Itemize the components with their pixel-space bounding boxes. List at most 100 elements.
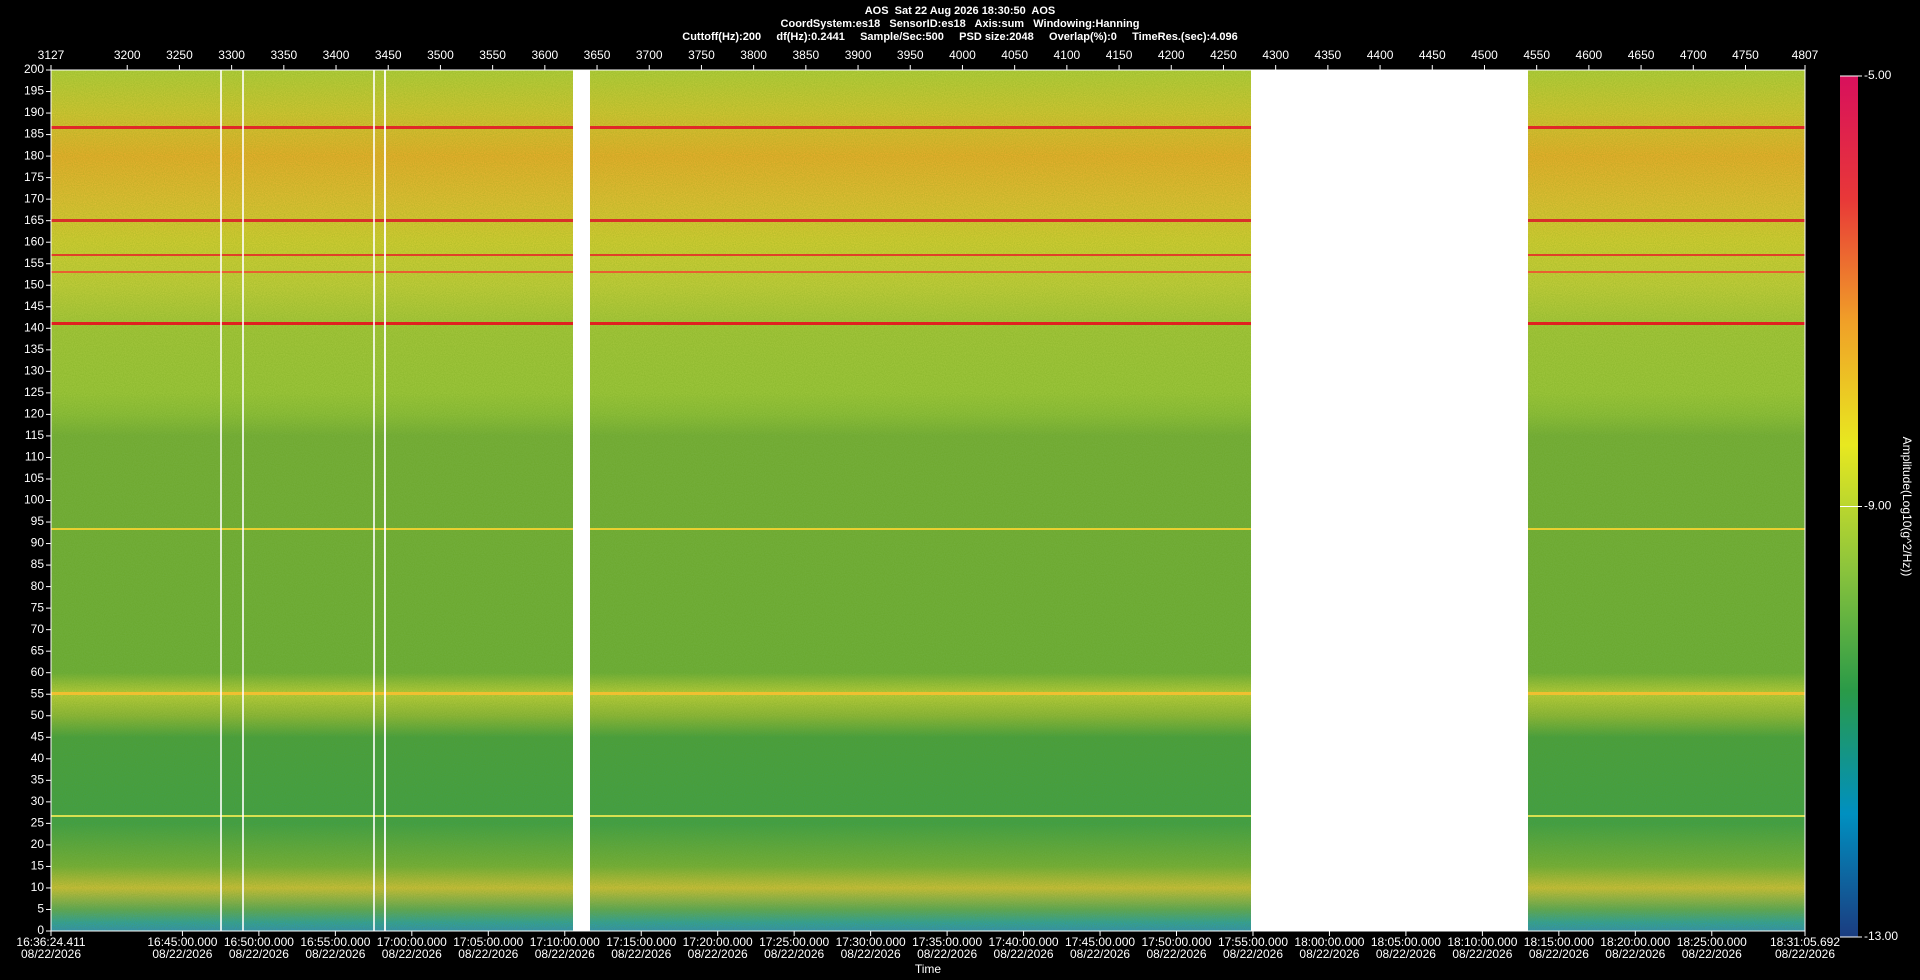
time-tick-label: 16:45:00.000 (147, 935, 217, 949)
y-tick-label: 25 (31, 816, 45, 830)
x-tick-label: 3200 (114, 48, 141, 62)
y-tick-label: 70 (31, 622, 45, 636)
time-tick-label: 17:35:00.000 (912, 935, 982, 949)
time-tick-date: 08/22/2026 (1070, 947, 1130, 961)
time-tick-label: 17:00:00.000 (377, 935, 447, 949)
y-tick-label: 150 (24, 277, 44, 291)
time-tick-date: 08/22/2026 (1452, 947, 1512, 961)
time-tick-label: 17:20:00.000 (683, 935, 753, 949)
x-tick-label: 4200 (1158, 48, 1185, 62)
colorbar-tick-label: -9.00 (1864, 499, 1892, 513)
x-tick-label: 4700 (1680, 48, 1707, 62)
x-tick-label: 4000 (949, 48, 976, 62)
x-tick-label: 3450 (375, 48, 402, 62)
time-tick-label: 18:00:00.000 (1294, 935, 1364, 949)
y-tick-label: 185 (24, 127, 44, 141)
time-tick-label: 18:05:00.000 (1371, 935, 1441, 949)
y-tick-label: 195 (24, 84, 44, 98)
time-tick-date: 08/22/2026 (1775, 947, 1835, 961)
y-tick-label: 75 (31, 600, 45, 614)
time-tick-date: 08/22/2026 (305, 947, 365, 961)
x-tick-label: 4550 (1523, 48, 1550, 62)
colorbar-tick-label: -5.00 (1864, 68, 1892, 82)
spectrogram-image (51, 70, 1805, 931)
time-tick-label: 17:50:00.000 (1141, 935, 1211, 949)
x-tick-label: 3350 (270, 48, 297, 62)
time-tick-date: 08/22/2026 (917, 947, 977, 961)
y-tick-label: 125 (24, 385, 44, 399)
time-tick-date: 08/22/2026 (1529, 947, 1589, 961)
y-tick-label: 0 (37, 923, 44, 937)
x-tick-label: 4807 (1792, 48, 1819, 62)
time-tick-date: 08/22/2026 (229, 947, 289, 961)
y-tick-label: 140 (24, 320, 44, 334)
time-tick-date: 08/22/2026 (458, 947, 518, 961)
y-tick-label: 15 (31, 859, 45, 873)
x-tick-label: 4100 (1054, 48, 1081, 62)
time-tick-label: 16:50:00.000 (224, 935, 294, 949)
y-tick-label: 175 (24, 170, 44, 184)
time-tick-label: 18:20:00.000 (1600, 935, 1670, 949)
x-tick-label: 4650 (1628, 48, 1655, 62)
time-tick-label: 17:55:00.000 (1218, 935, 1288, 949)
x-axis-title: Time (915, 962, 942, 976)
y-tick-label: 155 (24, 256, 44, 270)
x-tick-label: 4300 (1262, 48, 1289, 62)
y-tick-label: 20 (31, 837, 45, 851)
y-tick-label: 45 (31, 729, 45, 743)
time-tick-date: 08/22/2026 (1299, 947, 1359, 961)
time-tick-label: 17:25:00.000 (759, 935, 829, 949)
time-tick-date: 08/22/2026 (1223, 947, 1283, 961)
time-tick-date: 08/22/2026 (841, 947, 901, 961)
x-tick-label: 3750 (688, 48, 715, 62)
x-tick-label: 3550 (479, 48, 506, 62)
x-tick-label: 4350 (1315, 48, 1342, 62)
y-tick-label: 30 (31, 794, 45, 808)
time-tick-date: 08/22/2026 (1376, 947, 1436, 961)
x-tick-label: 3700 (636, 48, 663, 62)
y-tick-label: 120 (24, 407, 44, 421)
y-tick-label: 50 (31, 708, 45, 722)
chart-title: Cuttoff(Hz):200 df(Hz):0.2441 Sample/Sec… (682, 31, 1238, 43)
time-tick-label: 18:31:05.692 (1770, 935, 1840, 949)
chart-title: AOS Sat 22 Aug 2026 18:30:50 AOS (865, 5, 1056, 17)
y-tick-label: 100 (24, 493, 44, 507)
y-tick-label: 135 (24, 342, 44, 356)
y-tick-label: 80 (31, 579, 45, 593)
y-tick-label: 95 (31, 514, 45, 528)
y-tick-label: 130 (24, 364, 44, 378)
x-tick-label: 3800 (740, 48, 767, 62)
x-tick-label: 3127 (38, 48, 65, 62)
x-tick-label: 4450 (1419, 48, 1446, 62)
y-tick-label: 145 (24, 299, 44, 313)
x-tick-label: 3300 (218, 48, 245, 62)
x-tick-label: 3400 (323, 48, 350, 62)
time-tick-date: 08/22/2026 (764, 947, 824, 961)
colorbar-title: Amplitude(Log10(g^2/Hz)) (1900, 437, 1914, 577)
y-tick-label: 115 (25, 428, 44, 442)
time-tick-label: 17:15:00.000 (606, 935, 676, 949)
y-tick-label: 65 (31, 643, 45, 657)
x-tick-label: 4500 (1471, 48, 1498, 62)
y-tick-label: 180 (24, 148, 44, 162)
time-tick-label: 17:05:00.000 (453, 935, 523, 949)
x-tick-label: 4050 (1001, 48, 1028, 62)
x-tick-label: 4150 (1106, 48, 1133, 62)
y-tick-label: 40 (31, 751, 45, 765)
time-tick-label: 16:55:00.000 (300, 935, 370, 949)
y-tick-label: 35 (31, 772, 45, 786)
x-tick-label: 4750 (1732, 48, 1759, 62)
y-tick-label: 110 (25, 450, 44, 464)
time-tick-date: 08/22/2026 (152, 947, 212, 961)
time-tick-label: 18:25:00.000 (1677, 935, 1747, 949)
chart-title: CoordSystem:es18 SensorID:es18 Axis:sum … (781, 18, 1140, 30)
x-tick-label: 3600 (531, 48, 558, 62)
time-tick-date: 08/22/2026 (1146, 947, 1206, 961)
time-tick-date: 08/22/2026 (1605, 947, 1665, 961)
y-tick-label: 200 (24, 62, 44, 76)
y-tick-label: 90 (31, 536, 45, 550)
x-tick-label: 3250 (166, 48, 193, 62)
time-tick-label: 18:15:00.000 (1524, 935, 1594, 949)
time-tick-date: 08/22/2026 (535, 947, 595, 961)
